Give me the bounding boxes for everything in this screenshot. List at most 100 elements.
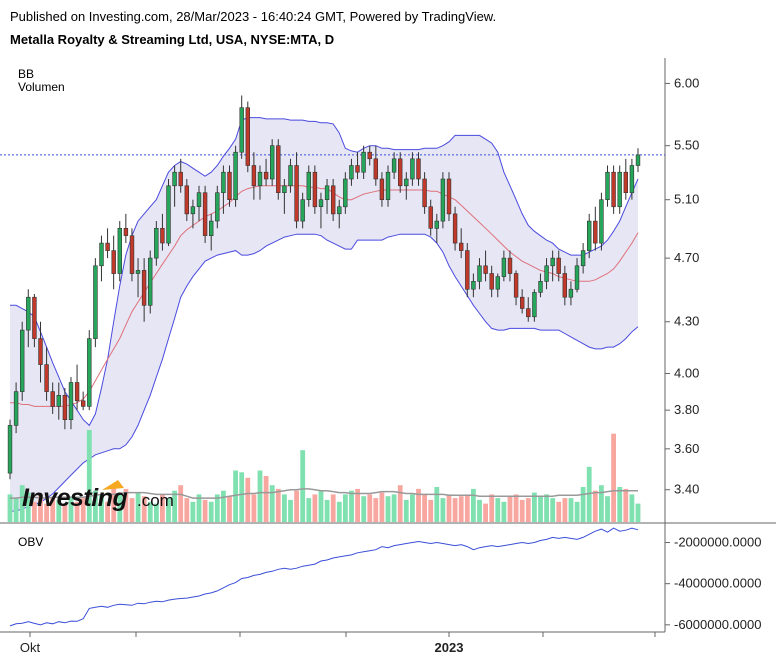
candle [19, 321, 25, 401]
candle-body [373, 158, 378, 180]
candle [599, 192, 604, 251]
volume-bar [239, 472, 245, 522]
volume-bar [397, 485, 403, 522]
candle [282, 178, 287, 214]
candle [574, 258, 580, 293]
obv-tick-label: -2000000.0000 [674, 535, 761, 550]
volume-bar [385, 496, 391, 522]
volume-bar [275, 488, 281, 522]
investing-logo: Investing .com [22, 480, 174, 512]
candle [519, 289, 525, 314]
candle [93, 258, 98, 348]
candle-body [343, 178, 348, 208]
candle [129, 228, 135, 282]
candle-body [26, 296, 31, 331]
volume-bar [44, 503, 49, 522]
candles [7, 95, 641, 480]
volume-bar [611, 433, 616, 522]
candle [68, 377, 74, 430]
volume-bar [50, 498, 56, 522]
candle-body [257, 171, 263, 187]
candle-body [404, 178, 409, 187]
volume-bar [574, 501, 580, 522]
volume-bar [629, 494, 635, 522]
candle [105, 228, 110, 259]
candle-body [7, 425, 13, 474]
candle [550, 250, 555, 282]
obv-line [9, 527, 639, 627]
candle [233, 145, 238, 207]
candle [257, 165, 263, 200]
volume-bar [538, 496, 543, 522]
candle [458, 228, 464, 259]
candle-body [62, 394, 68, 420]
volume-bar [105, 501, 110, 522]
volume-bar [391, 494, 397, 522]
candle [397, 152, 403, 193]
candle-body [56, 394, 62, 407]
candle-body [489, 273, 494, 290]
candle-body [178, 171, 183, 187]
volume-bar [312, 494, 318, 522]
volume-bar [202, 499, 208, 522]
candle [367, 145, 372, 166]
candle [605, 165, 610, 207]
price-tick-label: 3.80 [674, 402, 699, 417]
volume-bar [257, 470, 263, 522]
volume-bar [428, 499, 434, 522]
candle [526, 297, 531, 322]
candle-body [349, 165, 354, 180]
candle [50, 382, 55, 414]
volume-bar [99, 494, 104, 522]
candle-body [111, 250, 116, 274]
volume-bar [532, 492, 537, 522]
candle-body [184, 185, 189, 215]
candle [300, 192, 305, 229]
candle-body [160, 228, 165, 244]
time-tick-label: Okt [20, 640, 41, 655]
candle [123, 213, 129, 244]
candle [452, 206, 458, 251]
candle [7, 419, 13, 480]
volume-bar [422, 494, 427, 522]
volume-bar [154, 503, 159, 522]
candle [538, 273, 543, 298]
candle [202, 185, 208, 244]
candle-body [87, 338, 92, 407]
candle [416, 152, 421, 186]
volume-bar [263, 476, 269, 522]
volume-bar [343, 494, 348, 522]
candle-body [324, 185, 330, 201]
volume-bar [403, 499, 409, 522]
candle-body [330, 185, 336, 215]
candle-body [50, 391, 55, 407]
candle [471, 273, 476, 298]
volume-bar [233, 470, 238, 522]
price-tick-label: 4.70 [674, 250, 699, 265]
volume-bar [599, 485, 604, 522]
candle [312, 165, 318, 214]
volume-bars [0, 154, 665, 522]
candle-body [44, 364, 49, 392]
volume-bar [7, 494, 13, 522]
volume-bar [178, 485, 184, 522]
candle [111, 235, 116, 290]
legend-volume: Volumen [18, 80, 65, 94]
candle-body [532, 292, 537, 318]
candle [74, 364, 80, 411]
candle-body [337, 206, 342, 215]
volume-bar [483, 503, 488, 522]
candle-body [623, 171, 629, 193]
candle [337, 199, 342, 229]
candle-body [471, 280, 476, 290]
candle [483, 250, 488, 282]
volume-bar [190, 501, 196, 522]
candle-body [190, 206, 196, 215]
candle [148, 250, 153, 314]
candle [440, 172, 446, 229]
candle [294, 152, 299, 229]
volume-bar [525, 498, 531, 522]
symbol-title: Metalla Royalty & Streaming Ltd, USA, NY… [10, 32, 335, 47]
candle-body [556, 257, 561, 274]
candle [391, 152, 397, 179]
